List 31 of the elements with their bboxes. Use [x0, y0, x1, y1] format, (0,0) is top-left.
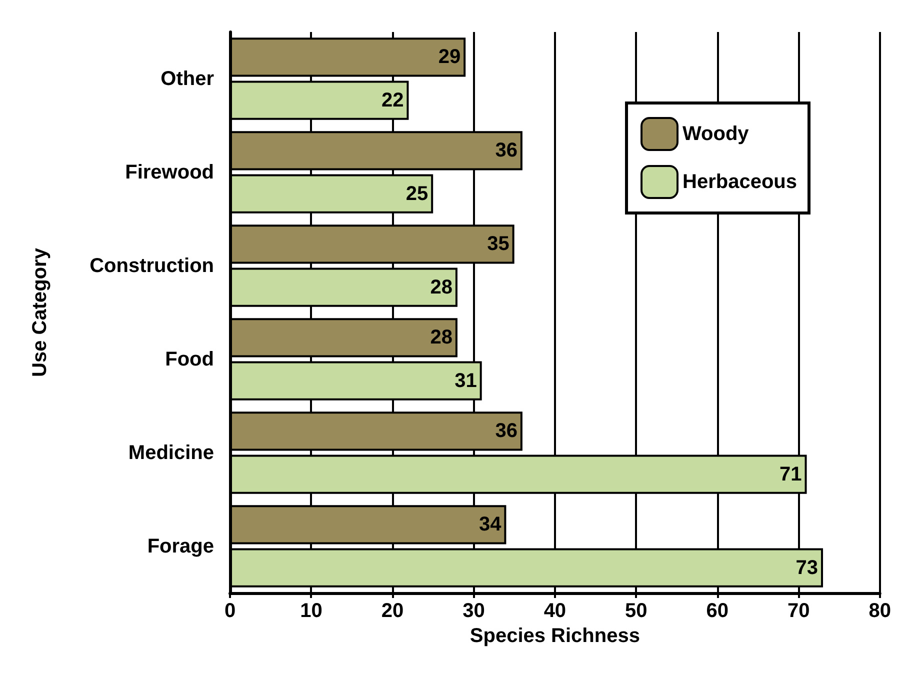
y-axis-title: Use Category — [29, 247, 51, 377]
data-label: 31 — [454, 370, 477, 392]
y-tick-label: Firewood — [125, 161, 214, 184]
y-tick-label: Other — [160, 68, 214, 90]
x-tick-label: 20 — [381, 600, 404, 622]
legend-label: Herbaceous — [682, 171, 798, 193]
x-tick-label: 30 — [462, 600, 485, 622]
y-tick-label: Medicine — [128, 442, 214, 464]
data-label: 28 — [430, 326, 452, 349]
x-tick-label: 10 — [300, 600, 322, 622]
data-label: 25 — [406, 182, 428, 205]
y-tick-label: Forage — [147, 535, 214, 558]
x-tick-label: 60 — [706, 600, 729, 622]
data-label: 28 — [430, 276, 452, 298]
x-tick-label: 0 — [224, 600, 236, 622]
data-label: 29 — [438, 46, 461, 68]
x-axis-title: Species Richness — [470, 624, 640, 647]
data-label: 71 — [780, 463, 802, 486]
y-tick-label: Construction — [90, 254, 214, 277]
legend-label: Woody — [682, 123, 750, 145]
x-tick-label: 50 — [625, 600, 648, 622]
x-tick-label: 80 — [868, 600, 891, 622]
y-tick-label: Food — [165, 348, 214, 370]
data-label: 34 — [478, 514, 502, 536]
data-label: 73 — [796, 556, 818, 579]
data-label: 22 — [381, 89, 404, 112]
data-label: 35 — [487, 233, 510, 256]
x-tick-label: 40 — [544, 600, 566, 622]
data-label: 36 — [495, 140, 518, 162]
x-tick-label: 70 — [788, 600, 810, 622]
data-label: 36 — [495, 420, 518, 442]
